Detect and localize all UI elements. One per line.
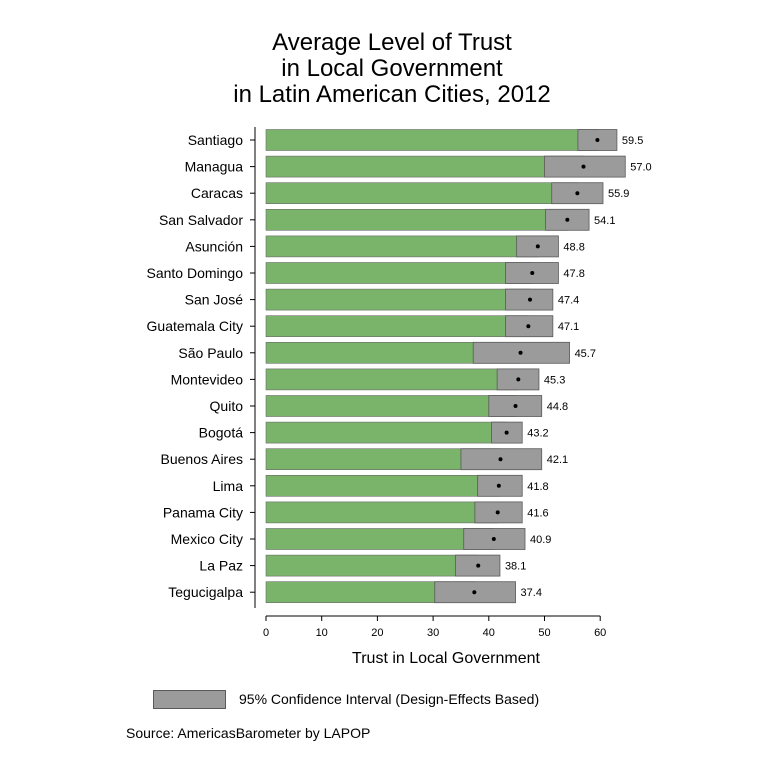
point-estimate [491, 537, 496, 541]
bar [265, 129, 598, 151]
category-label: Tegucigalpa [168, 584, 243, 600]
category-label: Santiago [188, 132, 243, 148]
value-label: 47.8 [563, 268, 584, 280]
bar [265, 288, 531, 311]
point-estimate [565, 217, 570, 222]
point-estimate [516, 377, 521, 382]
category-label: Asunción [185, 238, 243, 254]
value-label: 43.2 [527, 428, 548, 440]
category-label: Guatemala City [147, 318, 243, 334]
bar [265, 182, 578, 204]
bar [265, 421, 507, 444]
bar [265, 554, 479, 577]
point-estimate [530, 271, 535, 275]
value-label: 59.5 [622, 135, 643, 147]
bar [265, 155, 584, 178]
value-label: 38.1 [505, 561, 526, 573]
x-tick-label: 10 [316, 627, 328, 639]
bar [265, 528, 495, 550]
point-estimate [581, 164, 586, 169]
category-label: São Paulo [178, 345, 243, 361]
x-tick-label: 20 [371, 627, 383, 639]
value-label: 55.9 [608, 188, 629, 200]
value-label: 54.1 [594, 215, 615, 227]
value-label: 42.1 [547, 454, 568, 466]
source-note: Source: AmericasBarometer by LAPOP [126, 725, 371, 741]
x-tick-label: 40 [483, 627, 495, 639]
category-label: San José [185, 292, 244, 308]
legend-ci-swatch [153, 690, 226, 709]
value-label: 45.3 [544, 374, 565, 386]
category-label: San Salvador [159, 212, 243, 228]
category-label: Mexico City [171, 531, 243, 547]
title-line: in Local Government [281, 55, 503, 82]
point-estimate [513, 404, 518, 408]
value-label: 44.8 [547, 401, 568, 413]
bar [265, 368, 519, 391]
legend-label: 95% Confidence Interval (Design-Effects … [239, 691, 540, 707]
bar [265, 501, 499, 524]
category-label: La Paz [199, 558, 243, 574]
bar [265, 395, 516, 417]
value-label: 40.9 [530, 534, 551, 546]
category-label: Santo Domingo [146, 265, 243, 281]
point-estimate [476, 563, 481, 568]
value-label: 45.7 [575, 348, 596, 360]
category-label: Panama City [163, 504, 243, 520]
category-label: Lima [213, 478, 244, 494]
category-label: Bogotá [199, 425, 244, 441]
x-tick-label: 60 [594, 627, 606, 639]
point-estimate [526, 324, 531, 329]
value-label: 47.4 [558, 295, 579, 307]
bar [265, 315, 529, 338]
category-label: Buenos Aires [161, 451, 244, 467]
point-estimate [575, 191, 580, 196]
value-label: 41.8 [527, 481, 548, 493]
title-line: in Latin American Cities, 2012 [233, 81, 551, 108]
bar [265, 262, 533, 284]
bar [265, 209, 568, 231]
bar [265, 235, 539, 258]
x-tick-label: 50 [538, 627, 550, 639]
x-axis-label: Trust in Local Government [352, 650, 540, 667]
category-label: Caracas [191, 185, 243, 201]
x-tick-label: 0 [263, 627, 269, 639]
value-label: 41.6 [527, 507, 548, 519]
chart-title: Average Level of Trust in Local Governme… [0, 30, 784, 108]
point-estimate [518, 350, 523, 355]
value-label: 57.0 [630, 162, 651, 174]
point-estimate [472, 590, 477, 595]
category-label: Quito [210, 398, 244, 414]
point-estimate [498, 457, 503, 462]
title-line: Average Level of Trust [272, 29, 512, 56]
point-estimate [496, 483, 501, 488]
value-label: 48.8 [563, 241, 584, 253]
point-estimate [535, 244, 540, 249]
x-tick-label: 30 [427, 627, 439, 639]
value-label: 37.4 [521, 587, 542, 599]
category-label: Montevideo [171, 371, 244, 387]
bar [265, 474, 500, 497]
value-label: 47.1 [558, 321, 579, 333]
point-estimate [595, 138, 600, 142]
category-label: Managua [185, 159, 244, 175]
bar-chart-plot: 0 10 20 30 40 50 60 Santiago 59.5 Managua 57.0 Cara… [146, 127, 652, 639]
point-estimate [504, 430, 509, 435]
point-estimate [528, 297, 533, 302]
point-estimate [495, 510, 500, 515]
